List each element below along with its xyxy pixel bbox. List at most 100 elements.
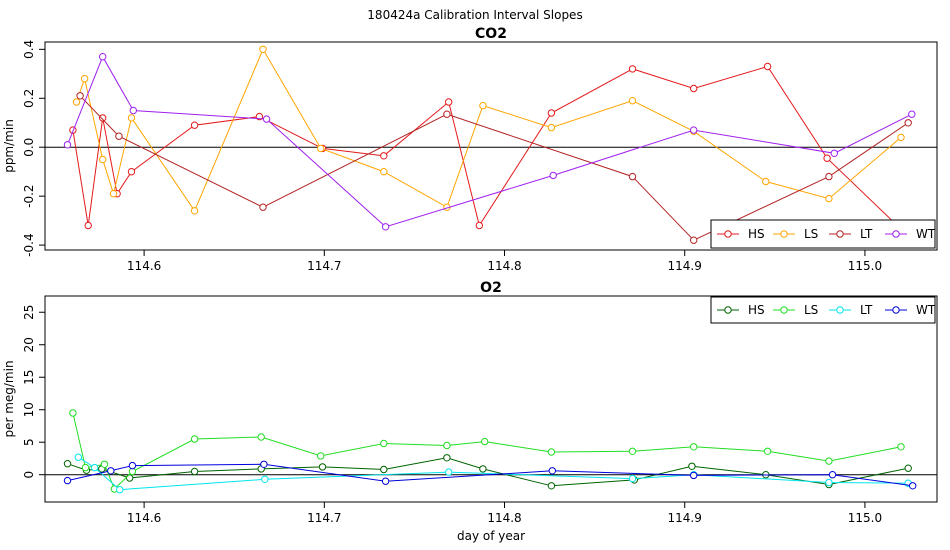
o2-point-hs-8 — [443, 454, 451, 462]
o2-point-lt-0 — [74, 453, 83, 461]
co2-legend-label-hs: HS — [748, 227, 765, 241]
o2-xtick-label-0: 114.6 — [127, 511, 161, 525]
o2-legend: HS LS LT WT — [710, 296, 936, 324]
co2-point-ls-8 — [380, 168, 388, 176]
co2-y-axis-label: ppm/min — [2, 119, 16, 173]
o2-point-ls-13 — [690, 443, 698, 451]
co2-point-ls-0 — [72, 98, 81, 106]
co2-legend-label-lt: LT — [860, 227, 873, 241]
co2-ytick-label-1: -0.2 — [22, 184, 36, 207]
co2-point-wt-7 — [830, 149, 838, 158]
o2-ytick-label-0: 0 — [22, 471, 36, 479]
o2-legend-marker-wt — [892, 306, 900, 314]
co2-point-lt-2 — [259, 203, 267, 211]
o2-xtick-label-3: 114.9 — [668, 511, 702, 525]
co2-series-line-hs — [72, 65, 911, 239]
o2-ytick-label-3: 15 — [22, 370, 36, 385]
co2-point-wt-1 — [99, 53, 107, 61]
co2-legend: HS LS LT WT — [710, 219, 936, 249]
co2-point-hs-13 — [690, 84, 698, 93]
co2-point-ls-3 — [109, 190, 118, 198]
o2-point-ls-10 — [481, 437, 489, 446]
o2-plot-frame — [44, 295, 938, 503]
o2-point-ls-14 — [763, 447, 772, 455]
co2-ytick-label-3: 0.2 — [22, 89, 36, 108]
co2-point-ls-11 — [547, 123, 556, 132]
o2-legend-label-hs: HS — [748, 303, 765, 317]
co2-point-lt-1 — [115, 132, 123, 140]
o2-point-ls-0 — [69, 409, 77, 417]
o2-point-wt-7 — [828, 471, 837, 479]
o2-point-ls-2 — [100, 460, 109, 468]
co2-ytick-label-0: -0.4 — [22, 233, 36, 256]
co2-xtick-label-3: 114.9 — [668, 259, 702, 273]
co2-point-lt-3 — [443, 110, 451, 118]
co2-point-hs-4 — [127, 168, 136, 176]
co2-point-lt-0 — [76, 92, 84, 100]
o2-chart-title: O2 — [480, 280, 502, 296]
co2-series-line-wt — [67, 55, 913, 228]
o2-legend-marker-ls — [780, 306, 788, 314]
o2-xtick-label-1: 114.7 — [307, 511, 341, 525]
co2-point-hs-10 — [475, 221, 483, 230]
o2-point-lt-7 — [825, 478, 833, 487]
o2-point-hs-12 — [688, 462, 696, 470]
o2-point-hs-7 — [380, 465, 388, 474]
o2-point-lt-1 — [90, 463, 99, 472]
o2-point-hs-4 — [190, 467, 199, 476]
co2-point-ls-6 — [259, 45, 267, 53]
co2-chart-title: CO2 — [475, 26, 507, 42]
o2-series-line-hs — [67, 457, 909, 487]
o2-point-wt-4 — [381, 477, 390, 485]
o2-xtick-label-2: 114.8 — [487, 511, 521, 525]
co2-point-wt-6 — [690, 126, 698, 134]
o2-point-lt-2 — [116, 486, 124, 494]
o2-point-lt-3 — [261, 475, 269, 483]
co2-point-hs-15 — [823, 154, 831, 162]
o2-ytick-label-2: 10 — [22, 402, 36, 417]
co2-xtick-label-4: 115.0 — [848, 259, 882, 273]
o2-point-wt-6 — [690, 471, 698, 480]
co2-ytick-label-4: 0.4 — [22, 40, 36, 59]
co2-point-hs-5 — [190, 121, 199, 129]
o2-ytick-label-1: 5 — [22, 438, 36, 446]
co2-legend-marker-hs — [724, 230, 732, 238]
o2-point-ls-11 — [547, 448, 556, 456]
co2-point-ls-4 — [127, 114, 136, 122]
co2-point-ls-12 — [628, 97, 637, 105]
o2-legend-marker-hs — [724, 306, 732, 314]
co2-legend-label-wt: WT — [916, 227, 936, 241]
o2-ytick-label-4: 20 — [22, 337, 36, 352]
o2-point-hs-0 — [63, 460, 72, 468]
co2-point-lt-6 — [825, 172, 833, 181]
o2-series-line-ls — [72, 412, 902, 490]
co2-plot-frame — [44, 41, 938, 251]
o2-point-hs-6 — [318, 463, 327, 471]
co2-series-line-lt — [79, 95, 909, 241]
co2-point-hs-9 — [445, 98, 453, 106]
co2-point-ls-5 — [190, 207, 199, 215]
co2-point-lt-7 — [904, 119, 912, 127]
co2-xtick-label-2: 114.8 — [487, 259, 521, 273]
o2-point-hs-15 — [904, 464, 912, 472]
o2-point-ls-6 — [257, 433, 265, 441]
co2-point-wt-8 — [908, 110, 916, 118]
o2-point-ls-16 — [897, 443, 905, 451]
co2-xtick-label-0: 114.6 — [127, 259, 161, 273]
co2-point-wt-0 — [63, 141, 72, 149]
o2-point-wt-0 — [63, 476, 72, 485]
o2-point-hs-10 — [547, 482, 556, 490]
co2-point-ls-14 — [762, 177, 770, 186]
co2-point-lt-5 — [690, 236, 698, 244]
co2-series-line-ls — [76, 48, 902, 212]
co2-point-ls-1 — [80, 75, 89, 83]
co2-legend-marker-lt — [836, 230, 844, 238]
co2-point-ls-2 — [99, 155, 107, 164]
o2-ytick-label-5: 25 — [22, 305, 36, 320]
co2-point-hs-11 — [547, 109, 556, 117]
co2-point-ls-10 — [479, 101, 487, 110]
o2-point-ls-9 — [443, 441, 451, 450]
co2-point-ls-7 — [317, 144, 325, 153]
co2-point-hs-8 — [380, 152, 388, 160]
